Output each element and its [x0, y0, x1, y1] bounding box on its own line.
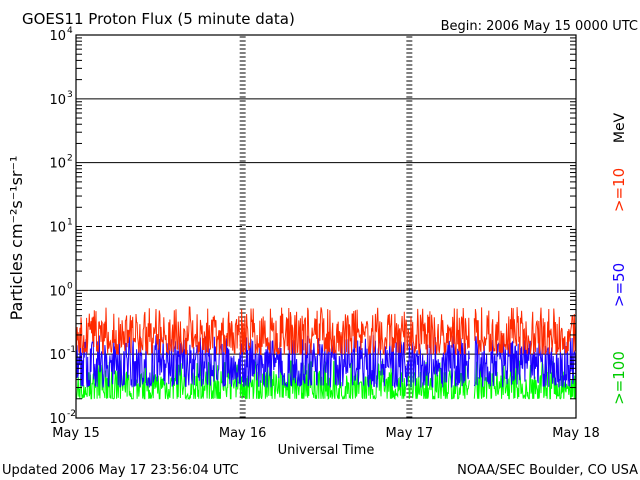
- y-tick-exponent: 3: [67, 90, 73, 100]
- y-tick-label: 10: [49, 284, 66, 299]
- y-tick-exponent: 1: [67, 218, 73, 228]
- y-tick-exponent: -1: [67, 345, 76, 355]
- y-tick-exponent: 0: [67, 281, 73, 291]
- chart-title: GOES11 Proton Flux (5 minute data): [22, 10, 295, 28]
- series-line: [75, 334, 577, 389]
- y-tick-label: 10: [49, 221, 66, 236]
- y-axis-title: Particles cm⁻²s⁻¹sr⁻¹: [7, 156, 26, 321]
- x-tick-label: May 18: [552, 426, 600, 441]
- y-tick-label: 10: [49, 29, 66, 44]
- series-line: [75, 306, 577, 356]
- legend-series-50: >=50: [610, 263, 628, 307]
- legend-unit: MeV: [612, 112, 628, 143]
- legend-series-100: >=100: [610, 351, 628, 405]
- legend-series-10: >=10: [610, 168, 628, 212]
- y-tick-label: 10: [49, 348, 66, 363]
- x-tick-label: May 16: [219, 426, 267, 441]
- begin-time: Begin: 2006 May 15 0000 UTC: [441, 19, 638, 34]
- y-tick-exponent: -2: [67, 409, 76, 419]
- y-tick-label: 10: [49, 93, 66, 108]
- y-tick-exponent: 2: [67, 154, 73, 164]
- data-source: NOAA/SEC Boulder, CO USA: [457, 463, 638, 478]
- x-axis-title: Universal Time: [278, 443, 375, 458]
- x-tick-label: May 17: [386, 426, 434, 441]
- y-tick-label: 10: [49, 157, 66, 172]
- series-layer: [75, 306, 577, 401]
- updated-timestamp: Updated 2006 May 17 23:56:04 UTC: [2, 463, 239, 478]
- plot-frame: [75, 34, 577, 419]
- x-tick-label: May 15: [52, 426, 100, 441]
- y-tick-exponent: 4: [67, 26, 73, 36]
- y-tick-label: 10: [49, 412, 66, 427]
